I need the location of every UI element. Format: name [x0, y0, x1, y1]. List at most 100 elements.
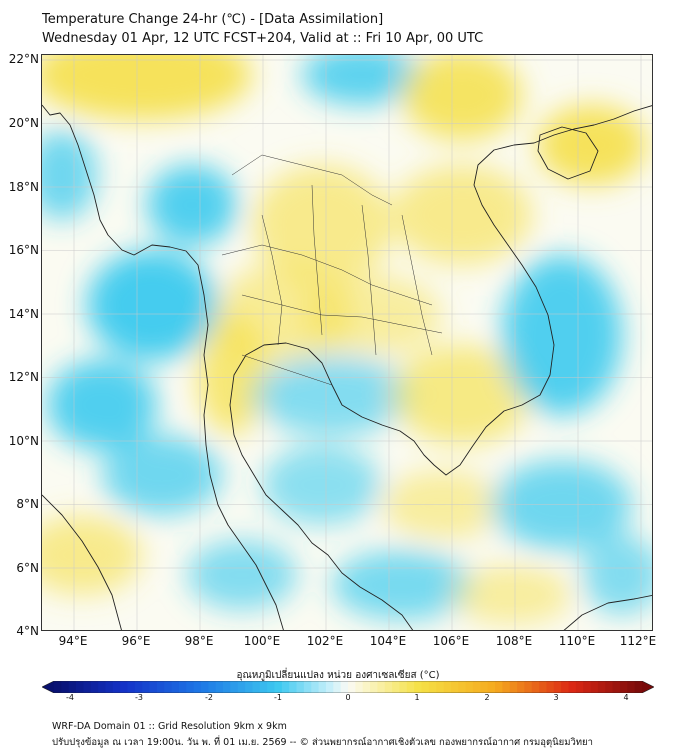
temperature-patch — [452, 565, 572, 625]
colorbar-cell — [274, 681, 283, 693]
colorbar-cell — [54, 681, 62, 693]
map-canvas — [42, 55, 652, 630]
colorbar-cell — [414, 681, 422, 693]
temperature-patch — [302, 275, 442, 355]
colorbar-cell — [450, 681, 459, 693]
colorbar-cell — [384, 681, 393, 693]
lat-label: 18°N — [8, 180, 39, 194]
temperature-patch — [402, 55, 522, 140]
lon-label: 94°E — [58, 634, 88, 648]
colorbar-cell — [436, 681, 444, 693]
temperature-patch — [197, 315, 267, 435]
colorbar-tick: -4 — [66, 693, 74, 702]
colorbar-cell — [68, 681, 77, 693]
colorbar-cell — [340, 681, 349, 693]
footer-model-info: WRF-DA Domain 01 :: Grid Resolution 9km … — [52, 721, 287, 732]
colorbar-cell — [428, 681, 437, 693]
temperature-patch — [262, 445, 382, 525]
colorbar-cell — [127, 681, 136, 693]
colorbar-cell — [597, 681, 606, 693]
colorbar-cell — [142, 681, 150, 693]
colorbar-cell — [495, 681, 503, 693]
colorbar-cell — [539, 681, 547, 693]
colorbar-cell — [112, 681, 121, 693]
temperature-patch — [502, 255, 622, 415]
lon-label: 96°E — [121, 634, 151, 648]
temperature-patch — [102, 435, 222, 515]
colorbar-cell — [156, 681, 165, 693]
colorbar-cell — [421, 681, 430, 693]
colorbar-cell — [553, 681, 562, 693]
colorbar-cell — [370, 681, 378, 693]
colorbar-cell — [333, 681, 342, 693]
colorbar-cell — [583, 681, 591, 693]
colorbar-cell — [149, 681, 158, 693]
temperature-patch — [332, 550, 472, 620]
map-area[interactable] — [41, 54, 653, 631]
colorbar-cell — [348, 681, 356, 693]
colorbar-cell — [443, 681, 452, 693]
temperature-patch — [492, 460, 632, 550]
colorbar-cell — [325, 681, 334, 693]
colorbar-cell — [208, 681, 217, 693]
colorbar-cell — [502, 681, 511, 693]
colorbar-cell — [517, 681, 525, 693]
lon-label: 108°E — [495, 634, 533, 648]
graticule — [42, 55, 652, 630]
colorbar-cell — [186, 681, 195, 693]
colorbar-tick: 3 — [553, 693, 559, 702]
colorbar-cell — [487, 681, 496, 693]
lon-label: 112°E — [619, 634, 657, 648]
colorbar-cell — [605, 681, 613, 693]
colorbar-cell — [193, 681, 202, 693]
footer-credit: ปรับปรุงข้อมูล ณ เวลา 19:00น. วัน พ. ที่… — [52, 737, 593, 748]
temperature-patch — [252, 355, 412, 435]
colorbar-max-arrow — [642, 681, 654, 693]
temperature-field — [42, 55, 652, 625]
colorbar-cell — [76, 681, 84, 693]
colorbar-cell — [311, 681, 319, 693]
colorbar-min-arrow — [42, 681, 54, 693]
colorbar-cell — [281, 681, 290, 693]
colorbar-cell — [252, 681, 261, 693]
colorbar-cell — [627, 681, 636, 693]
colorbar-cell — [296, 681, 305, 693]
temperature-patch — [302, 55, 422, 105]
colorbar-cell — [568, 681, 577, 693]
map-title: Temperature Change 24-hr (℃) - [Data Ass… — [42, 12, 384, 27]
colorbar-cell — [120, 681, 128, 693]
colorbar-cell — [245, 681, 253, 693]
temperature-patch — [42, 515, 142, 595]
lat-label: 6°N — [16, 561, 39, 575]
lat-label: 10°N — [8, 434, 39, 448]
lat-label: 12°N — [8, 370, 39, 384]
temperature-patch — [42, 130, 97, 220]
colorbar-tick: -3 — [135, 693, 143, 702]
colorbar-cell — [634, 681, 643, 693]
colorbar-cell — [377, 681, 386, 693]
temperature-patch — [187, 540, 297, 610]
colorbar-cell — [164, 681, 172, 693]
temperature-patch — [382, 470, 502, 540]
lon-label: 100°E — [243, 634, 281, 648]
colorbar-cell — [105, 681, 114, 693]
colorbar-cell — [575, 681, 584, 693]
temperature-patch — [392, 345, 532, 445]
map-subtitle: Wednesday 01 Apr, 12 UTC FCST+204, Valid… — [42, 31, 484, 46]
colorbar-cell — [561, 681, 569, 693]
temperature-patch — [42, 55, 252, 120]
colorbar — [42, 681, 654, 693]
lon-label: 98°E — [184, 634, 214, 648]
lat-label: 22°N — [8, 52, 39, 66]
colorbar-cell — [178, 681, 187, 693]
colorbar-cell — [201, 681, 209, 693]
colorbar-cell — [458, 681, 466, 693]
temperature-patch — [87, 250, 217, 360]
colorbar-cell — [524, 681, 533, 693]
colorbar-cell — [134, 681, 143, 693]
colorbar-cell — [83, 681, 92, 693]
temperature-patch — [252, 165, 392, 285]
colorbar-cell — [215, 681, 224, 693]
lon-label: 102°E — [306, 634, 344, 648]
colorbar-cell — [230, 681, 239, 693]
